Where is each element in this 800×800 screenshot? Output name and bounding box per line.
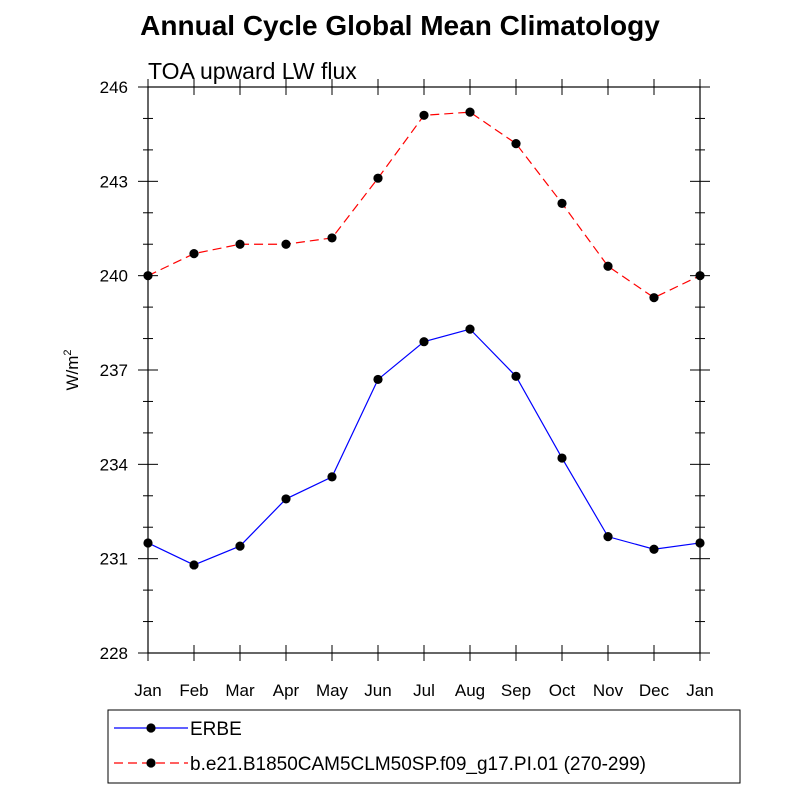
series-1-point [649,544,659,554]
series-1-point [465,324,475,334]
series-1-point [143,538,153,548]
x-tick-label: Dec [639,681,670,700]
series-1-point [189,560,199,570]
x-tick-label: Oct [549,681,576,700]
series-2-point [649,293,659,303]
series-2-point [235,239,245,249]
y-tick-label: 243 [100,172,128,191]
series-1-point [235,541,245,551]
series-2-point [465,107,475,117]
series-1-point [327,472,337,482]
series-line-2 [147,111,701,299]
x-tick-label: Mar [225,681,255,700]
x-tick-label: Nov [593,681,624,700]
legend-label-1: ERBE [190,719,242,740]
series-2-point [189,249,199,259]
series-2-point [419,110,429,120]
series-2-point [143,271,153,281]
x-tick-label: Feb [179,681,208,700]
legend-box [107,709,741,784]
y-axis-label: W/m2 [62,349,82,390]
x-tick-label: Jan [134,681,161,700]
series-2-point [511,139,521,149]
x-tick-label: Sep [501,681,531,700]
series-1-point [281,494,291,504]
series-2-point [373,173,383,183]
y-tick-label: 231 [100,550,128,569]
x-tick-label: Jul [413,681,435,700]
x-tick-label: May [316,681,349,700]
legend-marker-2 [146,758,156,768]
series-2-point [603,261,613,271]
chart-subtitle: TOA upward LW flux [148,58,357,84]
legend-marker-1 [146,723,156,733]
series-2-point [695,271,705,281]
y-tick-label: 240 [100,267,128,286]
series-2-point [327,233,337,243]
chart-title: Annual Cycle Global Mean Climatology [140,10,660,41]
y-tick-label: 228 [100,644,128,663]
series-1-point [557,453,567,463]
y-tick-label: 237 [100,361,128,380]
series-2-point [281,239,291,249]
y-tick-label: 246 [100,78,128,97]
x-tick-label: Jun [364,681,391,700]
series-1-point [419,337,429,347]
x-tick-label: Apr [273,681,300,700]
series-1-point [373,374,383,385]
x-tick-label: Jan [686,681,713,700]
legend-label-2: b.e21.B1850CAM5CLM50SP.f09_g17.PI.01 (27… [190,754,646,775]
y-tick-label: 234 [100,455,128,474]
series-1-point [695,538,705,548]
series-1-point [603,532,613,542]
plot-frame [147,86,701,654]
series-2-point [557,198,567,208]
series-1-point [511,371,521,381]
x-tick-label: Aug [455,681,485,700]
series-line-1 [147,328,701,566]
